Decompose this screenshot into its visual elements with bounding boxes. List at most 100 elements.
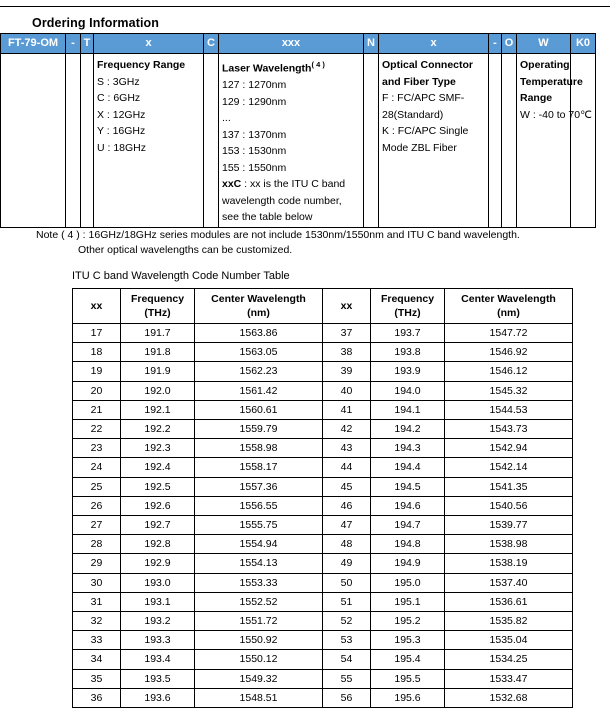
optical-connector-option: K : FC/APC Single Mode ZBL Fiber [382,125,469,154]
itu-cell-wavelength: 1542.94 [444,438,573,459]
itu-cell-frequency: 194.0 [370,380,445,401]
itu-header-xx-left: xx [72,288,121,324]
itu-cell-wavelength: 1546.92 [444,342,573,363]
table-row: 18 191.8 1563.05 38 193.8 1546.92 [72,342,573,363]
table-row: 25 192.5 1557.36 45 194.5 1541.35 [72,476,573,497]
table-row: 36 193.6 1548.51 56 195.6 1532.68 [72,687,573,708]
table-row: 17 191.7 1563.86 37 193.7 1547.72 [72,322,573,344]
itu-header-frequency-left: Frequency (THz) [120,288,195,324]
operating-temperature-title-line1: Operating [520,59,570,71]
itu-cell-frequency: 195.3 [370,630,445,651]
itu-cell-frequency: 192.2 [120,419,195,440]
itu-cell-xx: 54 [322,649,371,670]
table-row: 35 193.5 1549.32 55 195.5 1533.47 [72,668,573,689]
laser-wavelength-title: Laser Wavelength( 4 ) [222,57,360,77]
operating-temperature-title-line2: Temperature [520,75,583,88]
itu-header-wavelength-right-line1: Center Wavelength [461,293,556,305]
code-cell-dash-1: - [65,33,81,54]
itu-cell-wavelength: 1551.72 [194,611,323,632]
itu-cell-xx: 22 [72,419,121,440]
itu-cell-wavelength: 1548.51 [194,687,323,708]
desc-cell-laser-wavelength: Laser Wavelength( 4 ) 127 : 1270nm 129 :… [218,53,364,228]
itu-cell-xx: 30 [72,572,121,593]
itu-cell-wavelength: 1545.32 [444,380,573,401]
itu-cell-frequency: 191.9 [120,361,195,382]
itu-cell-frequency: 195.1 [370,591,445,613]
laser-wavelength-xxc-code: xxC [222,178,242,190]
itu-cell-xx: 39 [322,361,371,382]
itu-table-header-row: xx Frequency (THz) Center Wavelength (nm… [72,288,573,324]
itu-cell-wavelength: 1544.53 [444,399,573,421]
itu-cell-xx: 43 [322,438,371,459]
itu-cell-wavelength: 1553.33 [194,572,323,593]
itu-cell-wavelength: 1550.12 [194,649,323,670]
itu-cell-wavelength: 1543.73 [444,419,573,440]
itu-cell-frequency: 194.6 [370,495,445,517]
ordering-information-table: FT-79-OM - T x C xxx N x - O W K0 Freque… [0,33,596,228]
itu-cell-wavelength: 1536.61 [444,591,573,613]
itu-cell-wavelength: 1554.94 [194,534,323,555]
itu-cell-wavelength: 1537.40 [444,572,573,593]
table-row: 28 192.8 1554.94 48 194.8 1538.98 [72,534,573,555]
itu-cell-wavelength: 1533.47 [444,668,573,689]
laser-wavelength-title-note: ( 4 ) [311,60,325,69]
itu-cell-xx: 27 [72,515,121,536]
table-row: 22 192.2 1559.79 42 194.2 1543.73 [72,419,573,440]
laser-wavelength-xxc-text: : xx is the ITU C band wavelength code n… [222,178,346,223]
itu-cell-wavelength: 1549.32 [194,668,323,689]
optical-connector-title-line2: and Fiber Type [382,75,456,88]
itu-cell-xx: 32 [72,611,121,632]
itu-cell-xx: 51 [322,591,371,613]
itu-cell-frequency: 194.1 [370,399,445,421]
code-cell-wavelength: xxx [218,33,364,54]
itu-cell-xx: 56 [322,687,371,708]
itu-cell-xx: 42 [322,419,371,440]
itu-cell-wavelength: 1534.25 [444,649,573,670]
desc-cell-series-blank [0,53,66,228]
code-cell-t: T [80,33,94,54]
desc-cell-o-blank [501,53,517,228]
itu-cell-xx: 28 [72,534,121,555]
itu-cell-frequency: 191.7 [120,322,195,344]
itu-cell-xx: 38 [322,342,371,363]
code-cell-connector: x [378,33,489,54]
itu-cell-frequency: 195.6 [370,687,445,708]
itu-cell-frequency: 195.2 [370,611,445,632]
itu-cell-wavelength: 1538.98 [444,534,573,555]
itu-cell-xx: 44 [322,457,371,478]
optical-connector-title-line1: Optical Connector [382,59,474,71]
itu-wavelength-code-table: xx Frequency (THz) Center Wavelength (nm… [72,288,573,708]
itu-cell-frequency: 193.6 [120,687,195,708]
itu-cell-xx: 45 [322,476,371,497]
itu-cell-frequency: 192.7 [120,515,195,536]
itu-header-wavelength-right: Center Wavelength (nm) [444,288,573,324]
itu-header-wavelength-left-line1: Center Wavelength [211,293,306,305]
itu-cell-frequency: 194.9 [370,553,445,574]
itu-cell-xx: 20 [72,380,121,401]
itu-cell-frequency: 195.0 [370,572,445,593]
itu-cell-frequency: 194.8 [370,534,445,555]
frequency-range-option: Y : 16GHz [97,125,146,137]
itu-cell-wavelength: 1552.52 [194,591,323,613]
frequency-range-option: S : 3GHz [97,75,140,88]
ordering-code-row: FT-79-OM - T x C xxx N x - O W K0 [0,33,596,54]
itu-header-frequency-right: Frequency (THz) [370,288,445,324]
itu-cell-wavelength: 1559.79 [194,419,323,440]
footnote-block: Note ( 4 ) : 16GHz/18GHz series modules … [36,228,520,258]
desc-cell-optical-connector: Optical Connector and Fiber Type F : FC/… [378,53,489,228]
itu-cell-wavelength: 1557.36 [194,476,323,497]
itu-cell-wavelength: 1547.72 [444,322,573,344]
itu-cell-xx: 48 [322,534,371,555]
table-row: 19 191.9 1562.23 39 193.9 1546.12 [72,361,573,382]
itu-cell-frequency: 192.9 [120,553,195,574]
frequency-range-option: X : 12GHz [97,108,146,121]
itu-cell-xx: 53 [322,630,371,651]
itu-cell-wavelength: 1535.82 [444,611,573,632]
frequency-range-title: Frequency Range [97,59,186,71]
itu-table-caption: ITU C band Wavelength Code Number Table [72,270,290,282]
page-title: Ordering Information [32,16,159,30]
itu-cell-frequency: 192.0 [120,380,195,401]
itu-cell-frequency: 193.3 [120,630,195,651]
itu-cell-wavelength: 1556.55 [194,495,323,517]
itu-table-body: 17 191.7 1563.86 37 193.7 1547.72 18 191.8 1563.… [72,322,573,708]
